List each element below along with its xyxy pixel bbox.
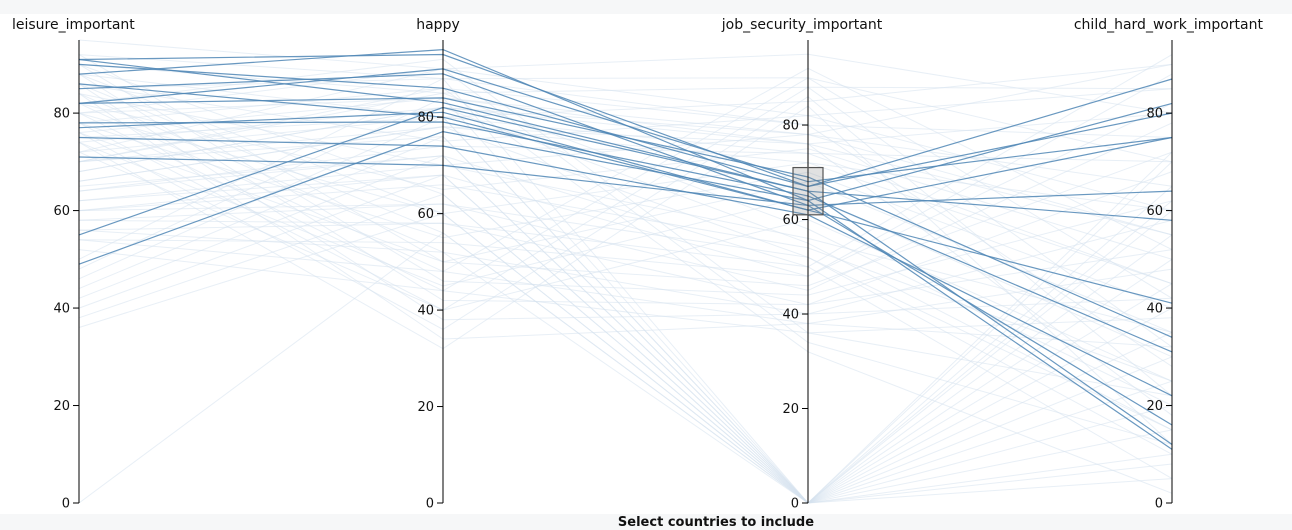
tick-label: 80 <box>1146 107 1163 122</box>
unselected-line <box>78 63 1173 504</box>
unselected-line <box>78 68 1173 445</box>
unselected-lines <box>78 39 1173 504</box>
axis-job-security-important: 0 20 40 60 80 job_security_important <box>721 17 883 512</box>
unselected-line <box>78 102 1173 260</box>
unselected-line <box>78 39 1173 114</box>
tick-label: 40 <box>417 304 434 319</box>
tick-label: 80 <box>417 111 434 126</box>
selected-line <box>78 156 1173 426</box>
selected-line <box>78 111 1173 211</box>
unselected-line <box>78 126 1173 212</box>
axis-child-hard-work-important: 0 20 40 60 80 child_hard_work_important <box>1074 17 1264 512</box>
tick-label: 0 <box>62 497 70 512</box>
unselected-line <box>78 174 1173 504</box>
unselected-line <box>78 171 1173 306</box>
unselected-line <box>78 87 1173 494</box>
unselected-line <box>78 93 1173 504</box>
selected-line <box>78 97 1173 338</box>
axis-title: job_security_important <box>721 17 883 33</box>
unselected-line <box>78 54 1173 163</box>
selected-line <box>78 63 1173 188</box>
unselected-line <box>78 63 1173 296</box>
unselected-line <box>78 78 1173 504</box>
tick-label: 60 <box>782 213 799 228</box>
tick-label: 60 <box>53 204 70 219</box>
unselected-line <box>78 93 1173 348</box>
tick-label: 20 <box>782 402 799 417</box>
selected-lines <box>78 48 1173 450</box>
unselected-line <box>78 141 1173 358</box>
axis-leisure-important: 0 20 40 60 80 leisure_important <box>12 17 135 512</box>
axis-happy: 0 20 40 60 80 happy <box>416 17 460 512</box>
tick-label: 20 <box>1146 399 1163 414</box>
unselected-line <box>78 203 1173 431</box>
unselected-line <box>78 155 1173 480</box>
axis-title: happy <box>416 17 460 33</box>
job-security-brush[interactable] <box>792 166 824 216</box>
unselected-line <box>78 151 1173 382</box>
tick-label: 20 <box>53 399 70 414</box>
unselected-line <box>78 116 1173 163</box>
unselected-line <box>78 102 1173 277</box>
selected-line <box>78 121 1173 353</box>
axes: 0 20 40 60 80 leisure_important 0 20 40 60 80 happy… <box>12 17 1264 512</box>
select-countries-label: Select countries to include <box>617 515 815 530</box>
unselected-line <box>78 73 1173 306</box>
tick-label: 60 <box>417 207 434 222</box>
unselected-line <box>78 122 1173 309</box>
axis-title: child_hard_work_important <box>1074 17 1264 33</box>
unselected-line <box>78 96 1173 397</box>
selected-line <box>78 130 1173 450</box>
unselected-line <box>78 54 1173 287</box>
unselected-line <box>78 63 1173 94</box>
tick-label: 20 <box>417 400 434 415</box>
unselected-line <box>78 112 1173 285</box>
tick-label: 80 <box>782 119 799 134</box>
unselected-line <box>78 105 1173 445</box>
selected-line <box>78 136 1173 397</box>
axis-title: leisure_important <box>12 17 135 33</box>
unselected-line <box>78 83 1173 321</box>
tick-label: 60 <box>1146 204 1163 219</box>
unselected-line <box>78 63 1173 136</box>
unselected-line <box>78 63 1173 118</box>
unselected-line <box>78 54 1173 268</box>
unselected-line <box>78 68 1173 153</box>
tick-label: 80 <box>53 107 70 122</box>
tick-label: 40 <box>782 308 799 323</box>
unselected-line <box>78 78 1173 367</box>
selected-line <box>78 53 1173 188</box>
selected-line <box>78 106 1173 445</box>
unselected-line <box>78 83 1173 212</box>
selected-line <box>78 58 1173 221</box>
tick-label: 0 <box>426 497 434 512</box>
unselected-line <box>78 122 1173 291</box>
unselected-line <box>78 164 1173 333</box>
tick-label: 40 <box>1146 302 1163 317</box>
tick-label: 0 <box>791 497 799 512</box>
selected-line <box>78 68 1173 183</box>
tick-label: 0 <box>1155 497 1163 512</box>
unselected-line <box>78 145 1173 285</box>
tick-label: 40 <box>53 302 70 317</box>
unselected-line <box>78 116 1173 504</box>
